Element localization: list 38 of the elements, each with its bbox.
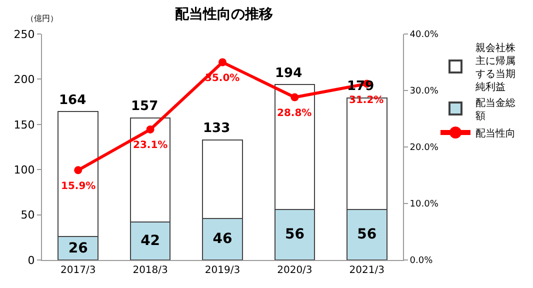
data-label: 46 — [212, 231, 232, 248]
y-tick-label: 250 — [14, 28, 35, 41]
legend-label: 配当金総額 — [475, 96, 516, 122]
y2-tick-label: 40.0% — [410, 30, 439, 40]
x-tick-label: 2019/3 — [204, 265, 240, 276]
legend-label: 配当性向 — [475, 127, 516, 140]
chart-title: 配当性向の推移 — [174, 6, 273, 22]
y-tick-label: 200 — [14, 73, 35, 86]
data-label: 26 — [68, 240, 88, 256]
data-label: 28.8% — [277, 108, 312, 119]
data-label: 31.2% — [349, 95, 384, 106]
y-axis-title: （億円） — [26, 14, 58, 23]
total-label: 194 — [275, 66, 302, 81]
x-tick-label: 2021/3 — [349, 265, 384, 276]
data-label: 56 — [284, 226, 304, 243]
data-label: 42 — [140, 233, 160, 250]
point — [290, 93, 299, 102]
y2-tick-label: 10.0% — [410, 200, 439, 210]
legend-label: 親会社株主に帰属する当期純利益 — [475, 42, 516, 93]
y-tick-label: 150 — [14, 118, 35, 132]
y2-tick-label: 20.0% — [410, 143, 439, 154]
total-label: 133 — [203, 121, 230, 136]
data-label: 56 — [357, 226, 377, 243]
data-label: 15.9% — [61, 181, 96, 192]
y-tick-label: 100 — [14, 163, 35, 176]
point — [218, 58, 226, 66]
y2-tick-label: 0.0% — [410, 256, 434, 266]
point — [146, 125, 154, 134]
x-tick-label: 2018/3 — [132, 265, 168, 276]
point — [74, 166, 82, 174]
data-label: 23.1% — [133, 140, 168, 151]
y-tick-label: 0 — [28, 254, 35, 267]
x-tick-label: 2017/3 — [60, 265, 96, 276]
y-tick-label: 50 — [20, 208, 35, 222]
total-label: 164 — [59, 93, 86, 108]
total-label: 157 — [131, 99, 158, 114]
y2-tick-label: 30.0% — [410, 86, 439, 97]
x-tick-label: 2020/3 — [277, 265, 312, 276]
